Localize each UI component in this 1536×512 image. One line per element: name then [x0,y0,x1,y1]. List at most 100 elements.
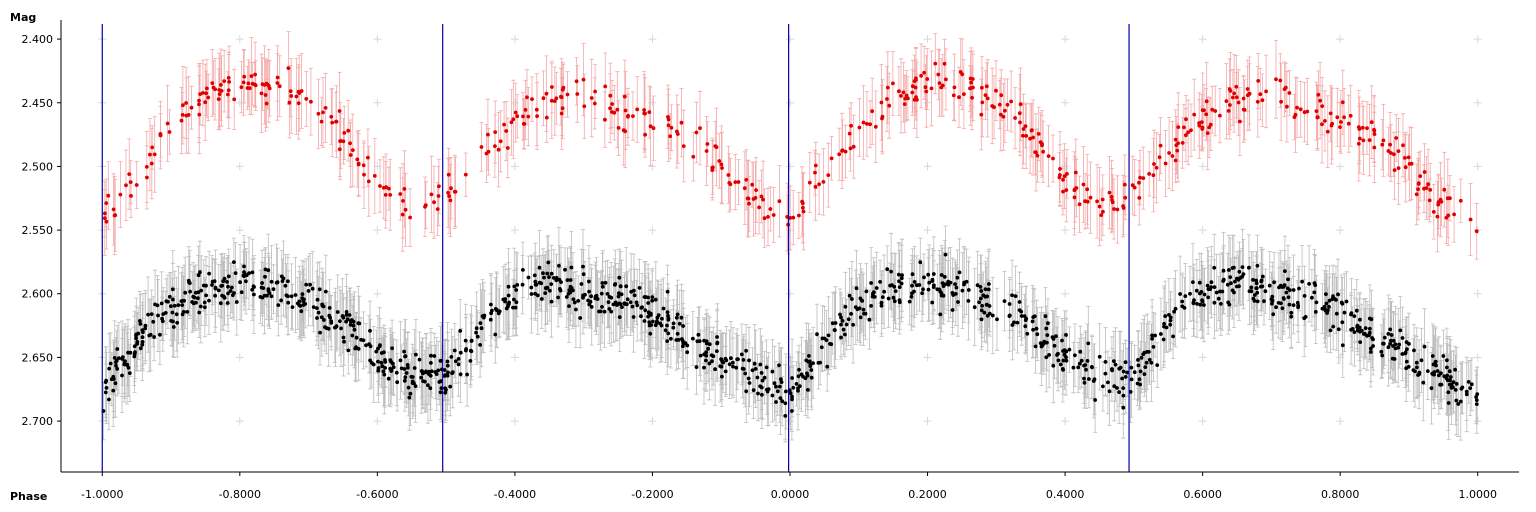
data-point [681,144,686,149]
data-point [1372,145,1377,150]
data-point [1293,112,1298,117]
data-point [242,273,247,278]
data-point [900,273,904,278]
data-point [311,305,316,309]
data-point [1038,341,1043,346]
data-points [101,61,1480,418]
data-point [1357,325,1362,330]
data-point [1012,320,1016,325]
data-point [919,73,923,78]
data-point [1030,319,1035,324]
data-point [1103,360,1108,364]
data-point [970,95,974,100]
data-point [1279,99,1283,104]
data-point [1344,299,1349,304]
data-point [704,353,709,358]
data-point [526,114,531,119]
data-point [213,285,218,290]
data-point [1197,121,1201,125]
data-point [589,305,594,309]
data-point [927,280,932,285]
data-point [747,381,752,385]
data-point [630,304,635,309]
data-point [1121,204,1125,209]
data-point [302,297,306,302]
data-point [892,299,897,304]
data-point [1110,198,1114,202]
data-point [1121,386,1126,390]
data-point [323,106,328,110]
x-tick-label: 0.8000 [1321,488,1360,501]
data-point [968,86,973,91]
data-point [1062,174,1067,179]
grid-marker [373,417,382,426]
data-point [612,110,617,115]
data-point [985,96,990,101]
data-point [452,348,457,353]
data-point [380,364,385,369]
data-point [106,193,111,198]
data-point [263,274,267,279]
data-point [675,132,680,136]
data-point [957,95,961,100]
data-point [211,85,216,90]
data-point [803,376,808,381]
data-point [138,346,143,351]
data-point [1352,330,1357,334]
data-point [937,287,942,292]
data-point [1147,350,1151,354]
data-point [151,319,156,324]
data-point [933,61,938,66]
data-point [986,287,991,292]
data-point [616,294,621,299]
data-point [1224,99,1229,103]
data-point [1466,380,1471,384]
data-point [556,295,560,300]
data-point [197,310,202,315]
data-point [286,66,291,70]
y-tick-label: 2.650 [22,351,54,364]
data-point [506,302,510,307]
data-point [775,389,780,394]
data-point [992,105,996,110]
x-ticks: -1.0000 -0.8000 -0.6000 -0.4000 -0.2000 0.000… [81,472,1497,501]
data-point [1320,104,1325,108]
data-point [251,284,256,289]
data-point [568,284,573,289]
data-point [568,278,573,282]
data-point [665,310,670,315]
data-point [1234,84,1239,89]
data-point [578,316,583,320]
data-point [1009,99,1013,104]
data-point [1286,295,1291,300]
data-point [407,395,412,400]
data-point [790,397,794,402]
data-point [1283,85,1288,90]
data-point [1454,382,1459,386]
data-point [821,180,826,184]
data-point [541,96,546,101]
data-point [593,89,597,94]
data-point [1415,365,1419,370]
data-point [565,92,570,97]
data-point [1313,310,1318,314]
data-point [796,388,800,393]
data-point [1386,149,1391,153]
data-point [704,358,708,363]
data-point [879,303,884,308]
data-point [303,302,308,306]
data-point [717,159,722,163]
data-point [1141,176,1146,181]
grid-marker [1061,35,1070,44]
data-point [978,285,983,289]
data-point [839,315,843,320]
data-point [129,194,133,198]
data-point [885,97,889,101]
data-point [463,172,468,177]
data-point [181,103,185,108]
data-point [920,291,924,296]
data-point [779,380,784,384]
data-point [506,293,511,298]
data-point [1194,288,1199,293]
data-point [351,323,356,328]
